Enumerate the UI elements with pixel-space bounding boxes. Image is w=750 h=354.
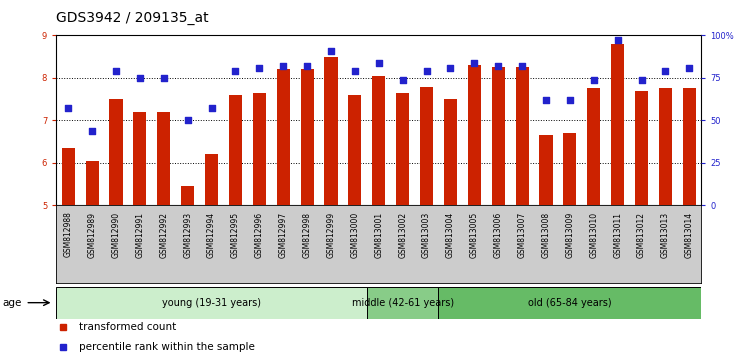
Bar <box>611 44 624 205</box>
Text: GSM812996: GSM812996 <box>255 212 264 258</box>
Bar <box>56 287 367 319</box>
Bar <box>134 112 146 205</box>
Bar <box>229 95 242 205</box>
Point <box>397 77 409 82</box>
Text: GSM812995: GSM812995 <box>231 212 240 258</box>
Point <box>516 63 528 69</box>
Text: GSM813004: GSM813004 <box>446 212 455 258</box>
Point <box>683 65 695 70</box>
Bar <box>658 88 672 205</box>
Point <box>110 68 122 74</box>
Text: percentile rank within the sample: percentile rank within the sample <box>79 342 255 352</box>
Text: GSM812994: GSM812994 <box>207 212 216 258</box>
Text: GSM813012: GSM813012 <box>637 212 646 258</box>
Point <box>468 60 480 65</box>
Bar <box>587 88 600 205</box>
Text: GSM812988: GSM812988 <box>64 212 73 257</box>
Point <box>134 75 146 81</box>
Bar <box>372 76 386 205</box>
Point <box>588 77 600 82</box>
Text: GSM813000: GSM813000 <box>350 212 359 258</box>
Bar <box>86 161 99 205</box>
Point <box>492 63 504 69</box>
Bar <box>563 133 577 205</box>
Point <box>421 68 433 74</box>
Point <box>349 68 361 74</box>
Text: GSM812991: GSM812991 <box>135 212 144 258</box>
Point <box>278 63 290 69</box>
Point <box>206 105 218 111</box>
Text: GSM812989: GSM812989 <box>88 212 97 258</box>
Point <box>325 48 337 53</box>
Bar <box>158 112 170 205</box>
Point <box>158 75 170 81</box>
Bar <box>492 67 505 205</box>
Point <box>86 128 98 133</box>
Text: young (19-31 years): young (19-31 years) <box>162 298 261 308</box>
Bar <box>439 287 701 319</box>
Point <box>373 60 385 65</box>
Text: GSM813008: GSM813008 <box>542 212 550 258</box>
Text: GSM812998: GSM812998 <box>302 212 311 258</box>
Bar <box>444 99 457 205</box>
Bar <box>682 88 696 205</box>
Point <box>301 63 313 69</box>
Point <box>612 38 624 43</box>
Text: GSM813009: GSM813009 <box>566 212 574 258</box>
Bar <box>301 69 313 205</box>
Bar <box>468 65 481 205</box>
Text: GSM812992: GSM812992 <box>159 212 168 258</box>
Bar <box>110 99 122 205</box>
Text: GSM813010: GSM813010 <box>590 212 598 258</box>
Text: GSM813005: GSM813005 <box>470 212 478 258</box>
Text: GSM812990: GSM812990 <box>112 212 121 258</box>
Bar <box>539 135 553 205</box>
Text: GSM813002: GSM813002 <box>398 212 407 258</box>
Point <box>540 97 552 103</box>
Bar <box>181 186 194 205</box>
Bar <box>253 93 266 205</box>
Bar <box>205 154 218 205</box>
Point <box>182 118 194 123</box>
Point <box>254 65 266 70</box>
Bar <box>396 93 410 205</box>
Text: GSM813001: GSM813001 <box>374 212 383 258</box>
Text: GSM813011: GSM813011 <box>614 212 622 258</box>
Point <box>659 68 671 74</box>
Text: GSM813013: GSM813013 <box>661 212 670 258</box>
Bar <box>62 148 75 205</box>
Text: GDS3942 / 209135_at: GDS3942 / 209135_at <box>56 11 208 25</box>
Text: GSM812999: GSM812999 <box>326 212 335 258</box>
Text: GSM813014: GSM813014 <box>685 212 694 258</box>
Text: middle (42-61 years): middle (42-61 years) <box>352 298 454 308</box>
Text: GSM813007: GSM813007 <box>518 212 526 258</box>
Text: transformed count: transformed count <box>79 322 176 332</box>
Text: age: age <box>3 298 22 308</box>
Point <box>230 68 242 74</box>
Text: GSM813003: GSM813003 <box>422 212 431 258</box>
Point <box>635 77 647 82</box>
Text: old (65-84 years): old (65-84 years) <box>528 298 612 308</box>
Point <box>564 97 576 103</box>
Text: GSM813006: GSM813006 <box>494 212 502 258</box>
Bar <box>277 69 290 205</box>
Bar <box>515 67 529 205</box>
Bar <box>367 287 439 319</box>
Bar <box>635 91 648 205</box>
Text: GSM812997: GSM812997 <box>279 212 288 258</box>
Text: GSM812993: GSM812993 <box>183 212 192 258</box>
Point <box>62 105 74 111</box>
Bar <box>420 87 433 205</box>
Point <box>445 65 457 70</box>
Bar <box>348 95 361 205</box>
Bar <box>325 57 338 205</box>
